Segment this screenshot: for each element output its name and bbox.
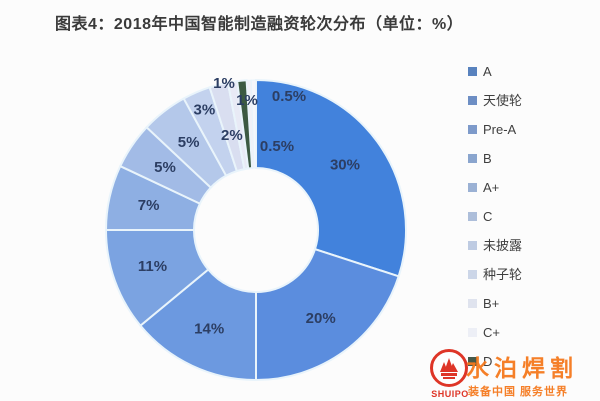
slice-label-unlisted-11: 0.5% bbox=[272, 88, 306, 105]
mountain-icon bbox=[440, 358, 458, 379]
slice-label-unlisted-12: 0.5% bbox=[260, 138, 294, 155]
legend-label-C+: C+ bbox=[483, 325, 500, 340]
legend-item-B: B bbox=[468, 152, 522, 165]
brand-name: 水泊焊割 bbox=[466, 355, 578, 381]
legend-item-A: A bbox=[468, 65, 522, 78]
slice-label-A+: 7% bbox=[138, 197, 160, 214]
watermark: SHUIPO 水泊焊割 装备中国 服务世界 bbox=[428, 347, 600, 401]
slice-label-种子轮: 3% bbox=[194, 102, 216, 119]
legend-label-C: C bbox=[483, 209, 493, 224]
legend-label-D: D bbox=[483, 354, 493, 369]
slice-label-Pre-A: 14% bbox=[194, 320, 224, 337]
legend-label-未披露: 未披露 bbox=[483, 238, 523, 253]
slice-label-D: 1% bbox=[236, 92, 258, 109]
legend-label-天使轮: 天使轮 bbox=[483, 93, 523, 108]
chart-title: 图表4：2018年中国智能制造融资轮次分布（单位：%） bbox=[55, 16, 464, 33]
slice-label-C: 5% bbox=[154, 159, 176, 176]
legend-swatch-Pre-A bbox=[468, 125, 477, 134]
legend-swatch-未披露 bbox=[468, 241, 477, 250]
slice-label-B+: 2% bbox=[221, 127, 243, 144]
chart-legend: A 天使轮 Pre-A B A+ C 未披露种子轮 B+ C+ D bbox=[468, 65, 522, 368]
legend-swatch-B bbox=[468, 154, 477, 163]
pie-slice-A bbox=[255, 78, 407, 278]
legend-item-A+: A+ bbox=[468, 181, 522, 194]
legend-swatch-A+ bbox=[468, 183, 477, 192]
legend-swatch-A bbox=[468, 67, 477, 76]
legend-swatch-天使轮 bbox=[468, 96, 477, 105]
legend-swatch-B+ bbox=[468, 299, 477, 308]
legend-item-C: C bbox=[468, 210, 522, 223]
legend-item-C+: C+ bbox=[468, 326, 522, 339]
pie-slice-unlisted-12 bbox=[250, 79, 257, 169]
legend-swatch-C+ bbox=[468, 328, 477, 337]
legend-item-天使轮: 天使轮 bbox=[468, 94, 522, 107]
slice-label-C+: 1% bbox=[213, 75, 235, 92]
legend-label-A: A bbox=[483, 64, 492, 79]
legend-item-Pre-A: Pre-A bbox=[468, 123, 522, 136]
legend-label-B: B bbox=[483, 151, 492, 166]
legend-label-Pre-A: Pre-A bbox=[483, 122, 517, 137]
slice-label-A: 30% bbox=[330, 156, 360, 173]
legend-swatch-C bbox=[468, 212, 477, 221]
shuipo-logo bbox=[430, 349, 468, 387]
legend-item-D: D bbox=[468, 355, 522, 368]
legend-label-种子轮: 种子轮 bbox=[483, 267, 523, 282]
slice-label-未披露: 5% bbox=[178, 134, 200, 151]
legend-swatch-D bbox=[468, 357, 477, 366]
legend-item-未披露: 未披露 bbox=[468, 239, 522, 252]
slice-label-B: 11% bbox=[138, 258, 167, 275]
legend-label-B+: B+ bbox=[483, 296, 500, 311]
legend-item-种子轮: 种子轮 bbox=[468, 268, 522, 281]
legend-label-A+: A+ bbox=[483, 180, 500, 195]
slice-label-天使轮: 20% bbox=[306, 310, 336, 327]
legend-item-B+: B+ bbox=[468, 297, 522, 310]
legend-swatch-种子轮 bbox=[468, 270, 477, 279]
logo-caption: SHUIPO bbox=[431, 389, 469, 399]
pie-slice-天使轮 bbox=[255, 247, 400, 382]
brand-slogan: 装备中国 服务世界 bbox=[468, 386, 569, 398]
